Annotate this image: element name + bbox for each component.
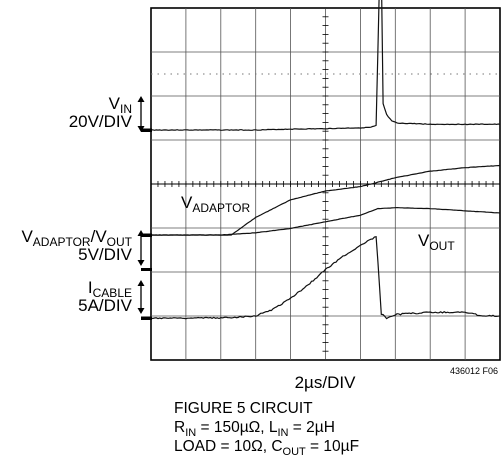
x-axis-label: 2µs/DIV bbox=[295, 373, 356, 392]
trace-label-vadaptor: VADAPTOR bbox=[181, 193, 251, 215]
caption-line-1: FIGURE 5 CIRCUIT bbox=[174, 400, 313, 417]
vadaptor-vout-scale: 5V/DIV bbox=[78, 245, 132, 264]
ground-marker-vadaptor-vout bbox=[141, 233, 152, 237]
scale-arrow-down-vadaptor-vout bbox=[137, 260, 145, 266]
scale-arrow-up-vin bbox=[137, 96, 145, 102]
trace-vout bbox=[150, 206, 501, 236]
plot-traces bbox=[150, 0, 501, 320]
scale-arrow-up-icable bbox=[137, 280, 145, 286]
ground-marker-vin bbox=[141, 128, 152, 132]
icable-scale: 5A/DIV bbox=[78, 296, 132, 315]
scale-arrow-down-icable bbox=[137, 308, 145, 314]
plot-grid bbox=[150, 7, 501, 361]
vin-scale: 20V/DIV bbox=[68, 112, 132, 131]
scale-arrow-up-vadaptor-vout bbox=[137, 230, 145, 236]
vadaptor-vout-label: VADAPTOR/VOUT bbox=[21, 227, 132, 249]
ground-marker-icable bbox=[141, 316, 152, 320]
ground-markers bbox=[137, 96, 152, 320]
scale-arrow-down-vin bbox=[137, 126, 145, 132]
icable-label: ICABLE bbox=[87, 278, 132, 300]
trace-label-vout: VOUT bbox=[418, 231, 455, 253]
trace-vin bbox=[150, 0, 501, 131]
figure-code: 436012 F06 bbox=[450, 366, 498, 376]
caption-line-2: RIN = 150µΩ, LIN = 2µH bbox=[174, 419, 335, 439]
vin-label: VIN bbox=[108, 94, 132, 116]
ground-marker-lower-ref bbox=[141, 268, 152, 271]
caption-line-3: LOAD = 10Ω, COUT = 10µF bbox=[174, 438, 360, 458]
trace-icable bbox=[150, 235, 501, 320]
